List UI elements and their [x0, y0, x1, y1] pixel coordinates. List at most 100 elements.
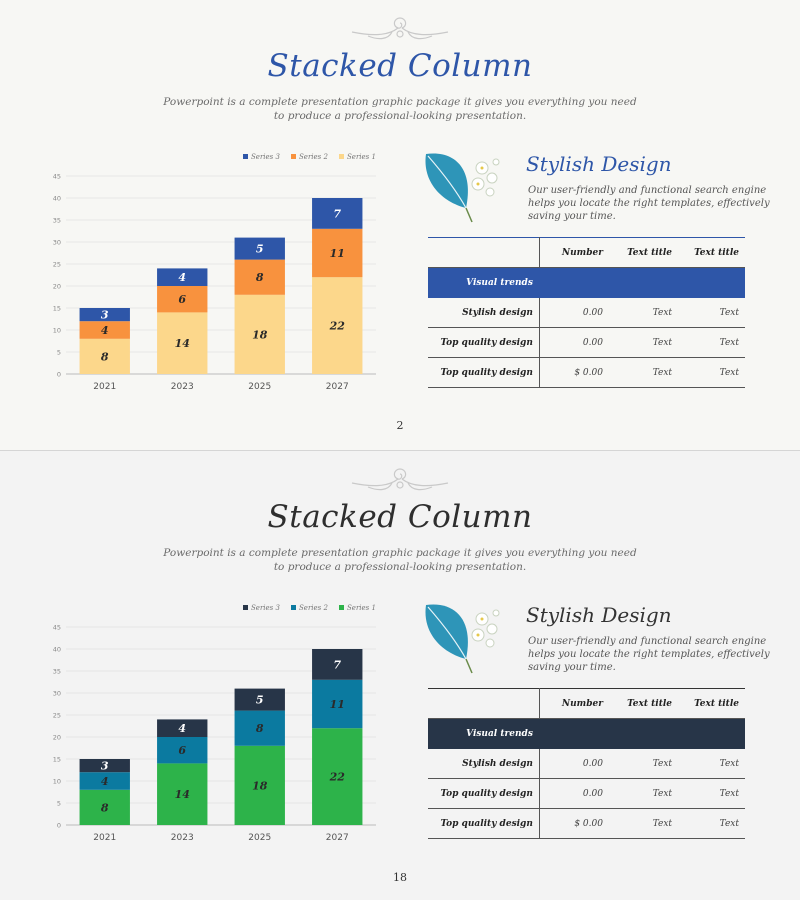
table-band-label: Visual trends — [428, 267, 540, 298]
data-label: 7 — [333, 207, 341, 220]
legend-label: Series 2 — [299, 153, 328, 161]
table-row: Top quality design $ 0.00 Text Text — [428, 357, 745, 388]
table-cell: Top quality design — [428, 778, 540, 809]
table-band-cell — [608, 267, 679, 298]
table-header-cell: Text title — [678, 688, 745, 719]
table-row: Top quality design 0.00 Text Text — [428, 778, 745, 809]
bar-segment — [234, 710, 285, 746]
legend-swatch — [339, 605, 344, 610]
table-band-row: Visual trends — [428, 718, 745, 749]
legend-label: Series 1 — [347, 153, 376, 161]
stacked-column-chart: 0510152025303540458432021146420231885202… — [53, 604, 376, 843]
table-cell: Top quality design — [428, 327, 540, 358]
leaf-flower-icon — [425, 604, 500, 674]
bar-segment — [79, 772, 130, 790]
table-band-cell — [678, 718, 745, 749]
bar-segment — [234, 259, 285, 295]
legend-label: Series 1 — [347, 604, 376, 612]
slide-1: Stacked Column Powerpoint is a complete … — [0, 0, 800, 450]
data-label: 11 — [330, 698, 345, 711]
x-tick-label: 2025 — [248, 382, 271, 392]
table-row: Top quality design 0.00 Text Text — [428, 327, 745, 358]
y-tick-label: 35 — [53, 668, 61, 676]
table-header-cell — [428, 688, 540, 719]
y-tick-label: 30 — [53, 690, 61, 698]
data-label: 14 — [175, 337, 190, 350]
legend-swatch — [243, 605, 248, 610]
x-tick-label: 2021 — [93, 382, 116, 392]
y-tick-label: 15 — [53, 756, 61, 764]
table-band-cell — [539, 718, 609, 749]
slide-subtitle: Powerpoint is a complete presentation gr… — [150, 546, 650, 574]
legend-swatch — [291, 154, 296, 159]
y-tick-label: 20 — [53, 283, 61, 291]
bar-segment — [79, 308, 130, 322]
slide-2: Stacked Column Powerpoint is a complete … — [0, 450, 800, 900]
bar-segment — [234, 237, 285, 260]
table-cell: Text — [678, 808, 745, 839]
data-label: 3 — [101, 760, 109, 773]
table-row: Stylish design 0.00 Text Text — [428, 297, 745, 328]
subtitle-line: Powerpoint is a complete presentation gr… — [163, 547, 637, 559]
data-label: 7 — [333, 658, 341, 671]
bar-segment — [312, 198, 363, 229]
table-cell: Text — [608, 297, 679, 328]
data-label: 14 — [175, 788, 190, 801]
card-text-line: Our user-friendly and functional search … — [528, 185, 767, 196]
data-label: 11 — [330, 247, 345, 260]
page-number: 2 — [396, 419, 404, 432]
table-header-row: Number Text title Text title — [428, 688, 745, 719]
table-cell: 0.00 — [539, 297, 609, 328]
y-tick-label: 30 — [53, 239, 61, 247]
bar-segment — [157, 312, 208, 374]
slide-subtitle: Powerpoint is a complete presentation gr… — [150, 95, 650, 123]
data-label: 4 — [101, 324, 109, 337]
card-text-line: saving your time. — [528, 662, 616, 673]
subtitle-line: to produce a professional-looking presen… — [273, 110, 527, 122]
table-header-cell: Text title — [608, 688, 679, 719]
table-cell: Text — [678, 778, 745, 809]
leaf-flower-icon — [425, 153, 500, 223]
table-cell: Text — [678, 297, 745, 328]
bar-segment — [157, 737, 208, 764]
table-cell: Stylish design — [428, 297, 540, 328]
table-band-cell — [539, 267, 609, 298]
slide-title: Stacked Column — [267, 48, 533, 84]
table-cell: Text — [678, 357, 745, 388]
table-cell: $ 0.00 — [539, 357, 609, 388]
card-text-line: helps you locate the right templates, ef… — [528, 649, 770, 660]
card-title: Stylish Design — [526, 603, 672, 627]
legend-swatch — [291, 605, 296, 610]
legend-label: Series 3 — [251, 604, 280, 612]
table-header-cell: Text title — [608, 237, 679, 268]
table-cell: Text — [608, 778, 679, 809]
table-cell: Text — [678, 748, 745, 779]
bar-segment — [157, 763, 208, 825]
table-band-row: Visual trends — [428, 267, 745, 298]
table-cell: Text — [608, 357, 679, 388]
page-number: 18 — [393, 871, 407, 884]
ornament-icon — [351, 17, 449, 40]
y-tick-label: 5 — [57, 800, 61, 808]
x-tick-label: 2023 — [171, 382, 194, 392]
bar-segment — [157, 286, 208, 313]
table-cell: Top quality design — [428, 357, 540, 388]
table-header-cell: Number — [539, 237, 609, 268]
data-label: 4 — [101, 775, 109, 788]
bar-segment — [79, 338, 130, 374]
table-band-cell — [678, 267, 745, 298]
data-table: Number Text title Text title Visual tren… — [428, 688, 745, 839]
table-band-label: Visual trends — [428, 718, 540, 749]
y-tick-label: 20 — [53, 734, 61, 742]
subtitle-line: Powerpoint is a complete presentation gr… — [163, 96, 637, 108]
data-label: 18 — [252, 328, 268, 341]
table-header-row: Number Text title Text title — [428, 237, 745, 268]
table-header-cell: Number — [539, 688, 609, 719]
x-tick-label: 2025 — [248, 833, 271, 843]
legend-label: Series 3 — [251, 153, 280, 161]
bar-segment — [79, 789, 130, 825]
y-tick-label: 5 — [57, 349, 61, 357]
y-tick-label: 40 — [53, 195, 61, 203]
bar-segment — [79, 321, 130, 339]
y-tick-label: 25 — [53, 712, 61, 720]
